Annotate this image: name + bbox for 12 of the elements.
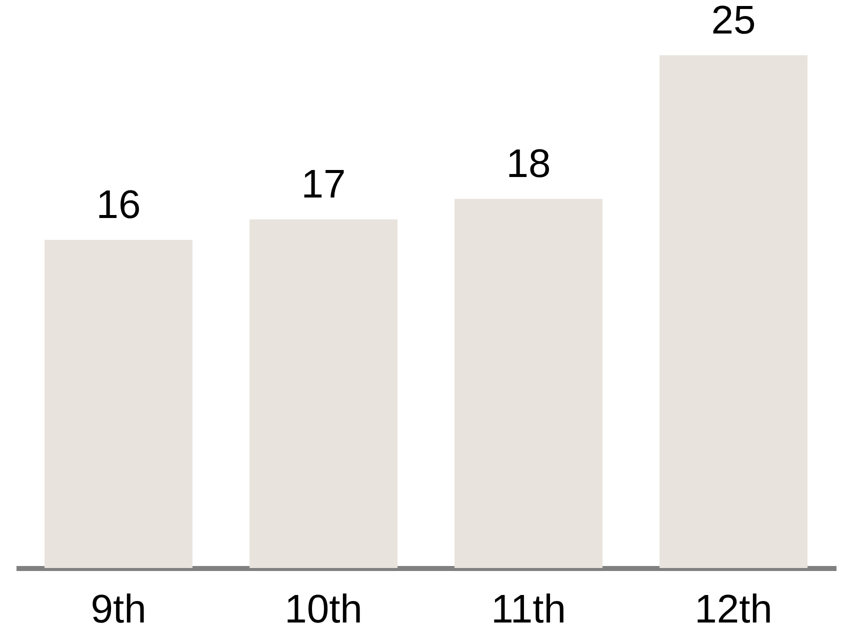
x-tick-label: 11th xyxy=(491,588,566,632)
bar xyxy=(44,240,192,568)
data-label: 16 xyxy=(96,182,141,227)
data-label: 17 xyxy=(301,162,346,206)
bar xyxy=(250,219,398,568)
x-tick-label: 10th xyxy=(284,588,362,632)
data-label: 25 xyxy=(711,0,756,42)
bar xyxy=(660,55,808,568)
x-tick-label: 12th xyxy=(694,588,772,632)
data-label: 18 xyxy=(506,142,551,186)
x-tick-label: 9th xyxy=(90,588,146,632)
bar xyxy=(454,198,602,568)
